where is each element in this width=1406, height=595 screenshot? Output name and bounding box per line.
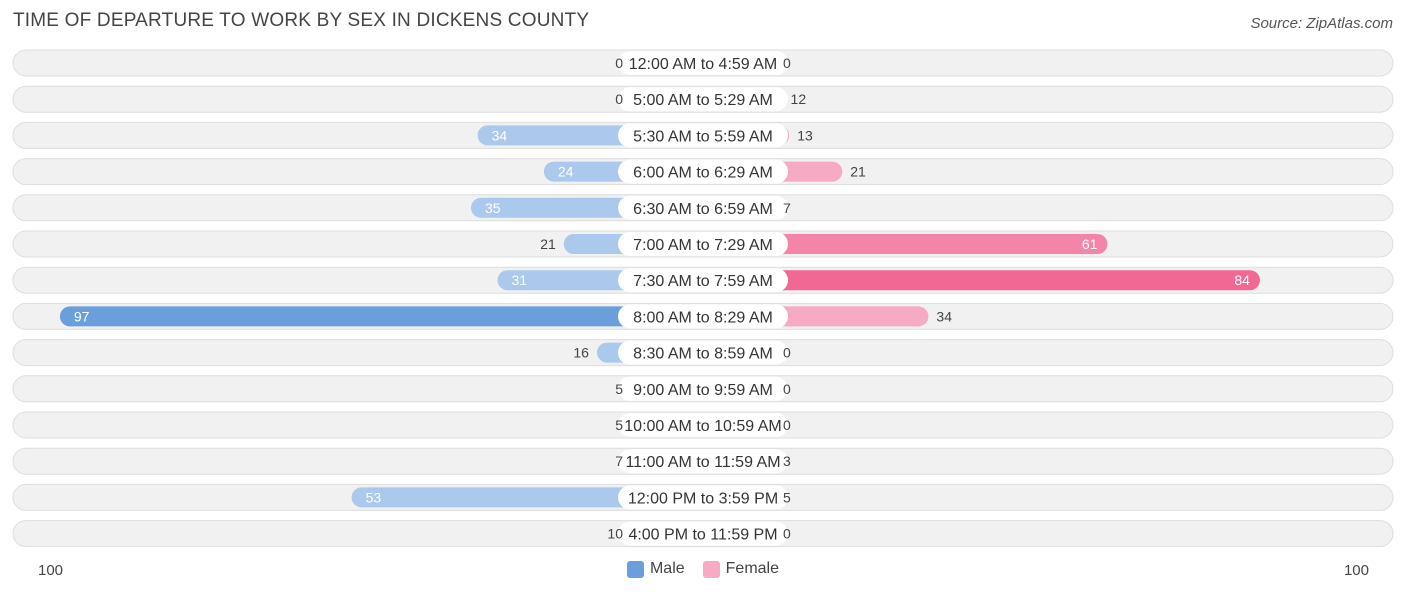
category-label: 12:00 PM to 3:59 PM [628, 490, 778, 507]
chart-title: TIME OF DEPARTURE TO WORK BY SEX IN DICK… [13, 10, 590, 31]
value-label-female: 12 [791, 91, 807, 107]
value-label-female: 84 [1234, 272, 1250, 288]
bar-male [351, 487, 703, 508]
value-label-male: 0 [615, 91, 623, 107]
category-label: 10:00 AM to 10:59 AM [624, 418, 781, 435]
value-label-female: 0 [783, 345, 791, 361]
category-pill [618, 232, 788, 256]
category-pill [618, 123, 788, 148]
value-label-male: 5 [615, 417, 623, 433]
legend-item-male: Male [626, 560, 685, 578]
value-label-female: 0 [783, 417, 791, 433]
category-pill [618, 340, 788, 365]
category-pill [618, 304, 788, 329]
value-label-male: 53 [366, 489, 382, 505]
category-label: 4:00 PM to 11:59 PM [628, 527, 777, 544]
category-label: 11:00 AM to 11:59 AM [625, 454, 780, 471]
category-label: 8:00 AM to 8:29 AM [633, 309, 773, 326]
value-label-male: 7 [615, 453, 623, 469]
category-label: 5:30 AM to 5:59 AM [633, 128, 773, 145]
axis-left-label: 100 [38, 562, 64, 579]
category-pill [618, 521, 788, 546]
category-pill [618, 159, 788, 184]
category-pill [618, 51, 788, 75]
value-label-male: 31 [511, 272, 527, 288]
category-label: 8:30 AM to 8:59 AM [633, 346, 773, 363]
value-label-female: 5 [783, 489, 791, 505]
value-label-male: 21 [540, 236, 556, 252]
value-label-female: 7 [783, 200, 791, 216]
bar-male [59, 306, 703, 327]
value-label-female: 61 [1082, 236, 1098, 252]
value-label-female: 3 [783, 453, 791, 469]
legend-swatch-male [626, 560, 644, 578]
legend-label-female: Female [725, 560, 780, 577]
chart-area: 12:00 AM to 4:59 AM 0 0 5:00 AM to 5:29 AM 0… [12, 49, 1394, 548]
value-label-male: 16 [573, 345, 589, 361]
value-label-female: 0 [783, 55, 791, 71]
category-label: 7:00 AM to 7:29 AM [633, 237, 773, 254]
value-label-male: 24 [558, 164, 574, 180]
value-label-female: 0 [783, 526, 791, 542]
legend-item-female: Female [702, 560, 780, 578]
source-note: Source: ZipAtlas.com [1250, 15, 1393, 32]
bar-female [703, 270, 1260, 291]
legend: Male Female [0, 560, 1406, 578]
bar-female [703, 234, 1108, 254]
category-label: 12:00 AM to 4:59 AM [629, 56, 778, 73]
category-pill [618, 376, 788, 401]
category-label: 9:00 AM to 9:59 AM [633, 382, 773, 399]
category-label: 5:00 AM to 5:29 AM [633, 92, 773, 109]
value-label-female: 13 [797, 127, 813, 143]
value-label-male: 97 [74, 308, 90, 324]
value-label-female: 21 [850, 164, 866, 180]
category-pill [618, 449, 788, 474]
value-label-female: 0 [783, 381, 791, 397]
legend-label-male: Male [649, 560, 685, 577]
category-pill [618, 87, 788, 112]
category-pill [618, 485, 788, 510]
legend-swatch-female [702, 560, 720, 578]
value-label-male: 5 [615, 381, 623, 397]
category-pill [618, 413, 788, 437]
value-label-female: 34 [936, 308, 952, 324]
category-label: 6:30 AM to 6:59 AM [633, 201, 773, 218]
category-label: 6:00 AM to 6:29 AM [633, 165, 773, 182]
value-label-male: 10 [607, 526, 623, 542]
value-label-male: 34 [492, 127, 508, 143]
category-pill [618, 268, 788, 293]
value-label-male: 0 [615, 55, 623, 71]
category-label: 7:30 AM to 7:59 AM [633, 273, 773, 290]
axis-right-label: 100 [1343, 562, 1369, 579]
value-label-male: 35 [485, 200, 501, 216]
category-pill [618, 195, 788, 220]
